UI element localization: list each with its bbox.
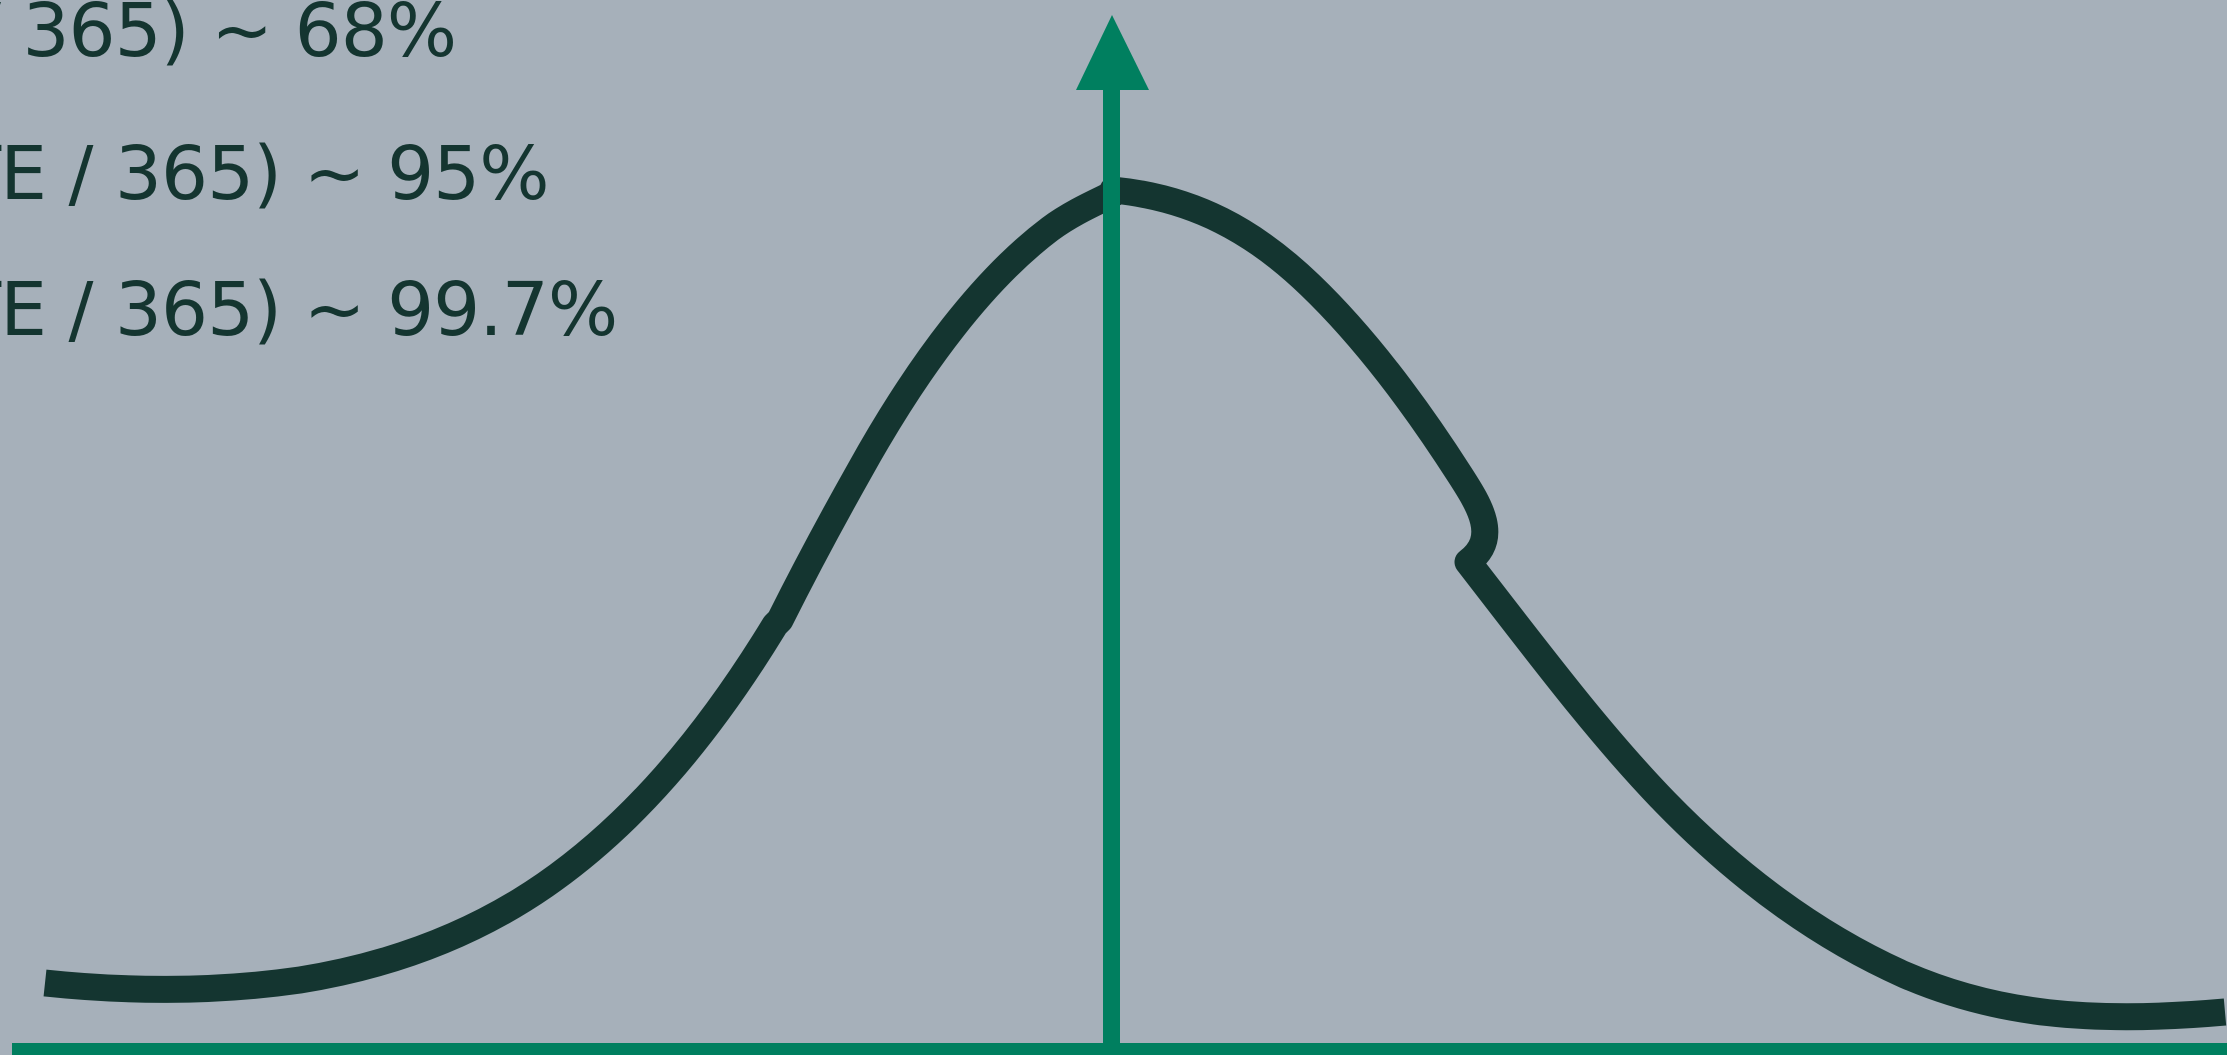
vertical-axis xyxy=(1103,86,1120,1046)
stat-line-95-percent: TE / 365) ~ 95% xyxy=(0,131,550,217)
stat-line-99-7-percent: TE / 365) ~ 99.7% xyxy=(0,267,618,353)
arrow-head-icon xyxy=(1076,15,1149,90)
stat-line-68-percent: / 365) ~ 68% xyxy=(0,0,457,74)
horizontal-axis xyxy=(12,1043,2227,1055)
